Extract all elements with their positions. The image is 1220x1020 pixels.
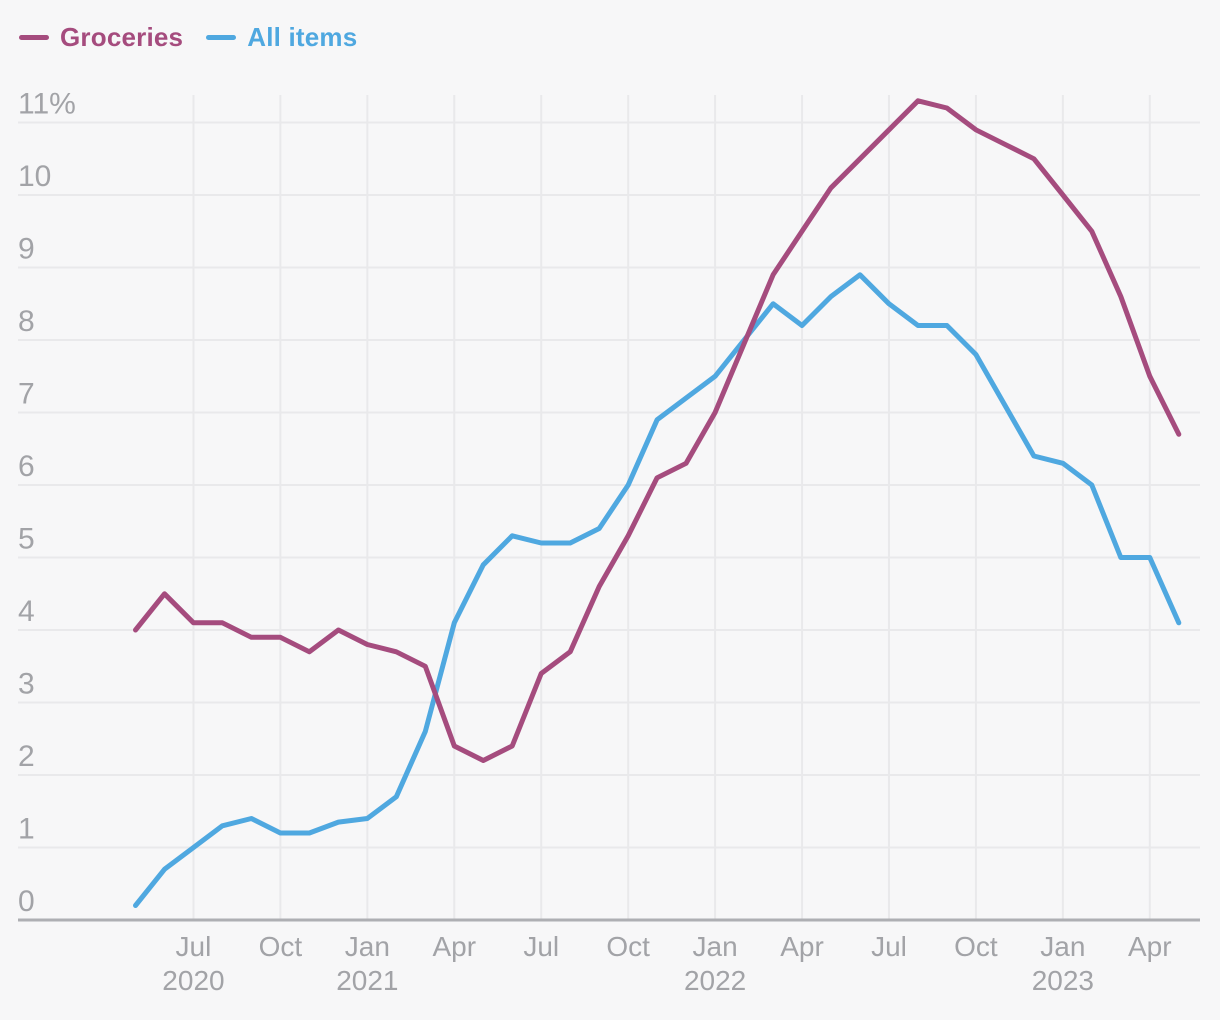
y-tick-label: 1: [18, 813, 35, 846]
all-items-legend-label: All items: [247, 22, 358, 52]
x-tick-year-label: 2021: [336, 965, 398, 996]
y-tick-label: 4: [18, 595, 35, 628]
x-tick-label: Jul: [176, 931, 212, 962]
groceries-legend-label: Groceries: [60, 22, 184, 52]
y-tick-label: 8: [18, 305, 35, 338]
y-tick-label: 3: [18, 668, 35, 701]
x-tick-label: Jan: [345, 931, 390, 962]
y-tick-label: 2: [18, 740, 35, 773]
x-tick-label: Jan: [693, 931, 738, 962]
x-tick-label: Oct: [954, 931, 998, 962]
legend-item-groceries: Groceries: [19, 24, 183, 50]
y-tick-label: 0: [18, 885, 35, 918]
groceries-line-swatch: [19, 34, 49, 40]
x-tick-year-label: 2022: [684, 965, 746, 996]
x-tick-label: Jul: [871, 931, 907, 962]
x-tick-label: Jan: [1040, 931, 1085, 962]
x-tick-year-label: 2023: [1032, 965, 1094, 996]
series-line-all-items: [133, 272, 1182, 908]
y-tick-label: 10: [18, 160, 51, 193]
y-tick-label: 6: [18, 450, 35, 483]
x-tick-label: Apr: [432, 931, 476, 962]
series-line-groceries: [133, 98, 1182, 763]
y-tick-label: 5: [18, 523, 35, 556]
y-tick-label: 7: [18, 378, 35, 411]
y-tick-label: 11%: [18, 88, 76, 121]
x-tick-label: Apr: [780, 931, 824, 962]
x-tick-label: Jul: [523, 931, 559, 962]
x-tick-label: Oct: [259, 931, 303, 962]
all-items-line-swatch: [206, 34, 237, 40]
x-tick-year-label: 2020: [162, 965, 224, 996]
legend: Groceries All items: [19, 24, 357, 50]
y-tick-label: 9: [18, 233, 35, 266]
x-tick-label: Apr: [1128, 931, 1172, 962]
legend-item-all-items: All items: [206, 24, 357, 50]
x-tick-label: Oct: [606, 931, 650, 962]
